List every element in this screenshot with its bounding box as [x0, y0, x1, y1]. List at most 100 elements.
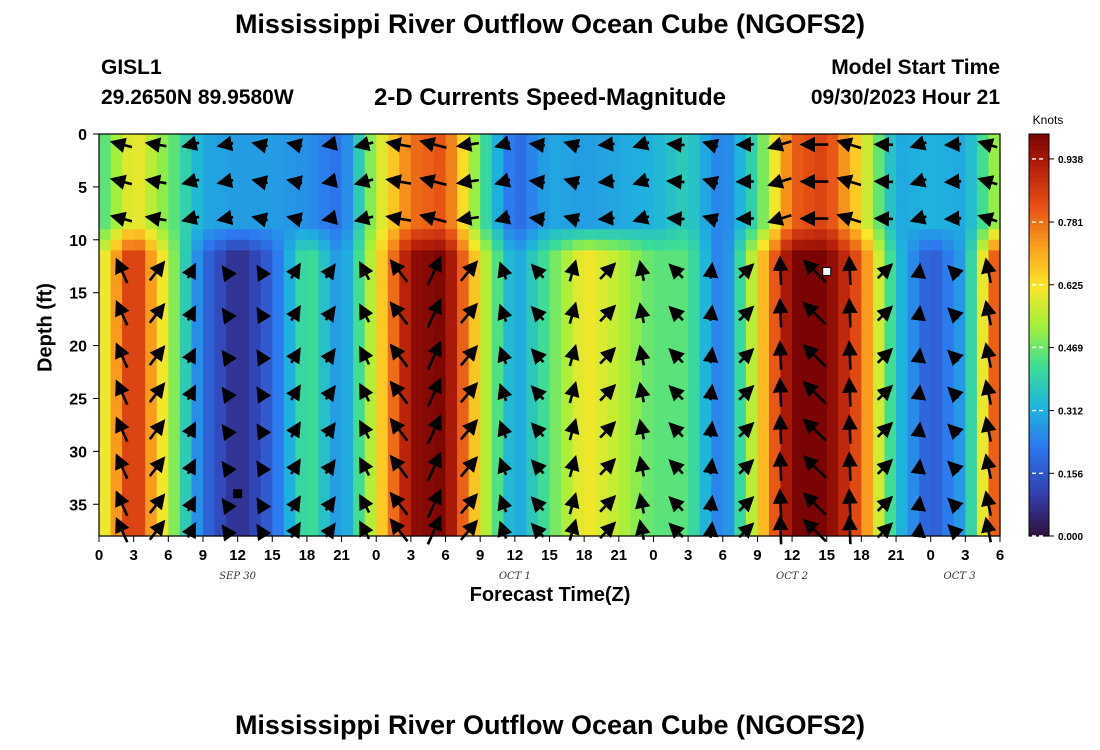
heatmap-cell	[330, 377, 343, 389]
heatmap-cell	[145, 335, 158, 347]
y-tick-label: 0	[78, 127, 87, 144]
heatmap-cell	[214, 186, 227, 199]
heatmap-cell	[156, 229, 169, 241]
heatmap-cell	[491, 356, 504, 368]
heatmap-cell	[214, 324, 227, 336]
heatmap-cell	[399, 493, 412, 505]
heatmap-cell	[953, 239, 966, 251]
heatmap-cell	[653, 239, 666, 251]
heatmap-cell	[734, 186, 747, 199]
heatmap-cell	[353, 324, 366, 336]
heatmap-cell	[202, 472, 216, 484]
heatmap-cell	[249, 430, 262, 442]
heatmap-cell	[191, 409, 204, 421]
heatmap-cell	[122, 483, 135, 495]
heatmap-cell	[503, 514, 516, 527]
heatmap-cell	[422, 313, 435, 326]
heatmap-cell	[641, 504, 655, 516]
heatmap-cell	[237, 218, 250, 230]
colorbar-swatch	[1029, 162, 1049, 167]
heatmap-cell	[410, 313, 424, 326]
heatmap-cell	[896, 345, 909, 357]
heatmap-cell	[688, 472, 701, 484]
heatmap-cell	[722, 229, 735, 241]
heatmap-cell	[99, 313, 112, 326]
heatmap-cell	[584, 260, 597, 273]
heatmap-cell	[780, 472, 793, 484]
heatmap-cell	[780, 387, 793, 400]
heatmap-cell	[179, 483, 193, 495]
heatmap-cell	[318, 493, 331, 505]
heatmap-cell	[607, 313, 620, 326]
heatmap-cell	[896, 292, 909, 304]
heatmap-cell	[226, 303, 239, 315]
heatmap-cell	[988, 292, 1001, 304]
heatmap-cell	[168, 345, 181, 357]
heatmap-cell	[480, 451, 493, 463]
heatmap-cell	[480, 250, 493, 262]
current-arrow	[564, 343, 580, 367]
heatmap-cell	[607, 197, 620, 209]
heatmap-cell	[387, 282, 400, 294]
heatmap-cell	[942, 186, 955, 199]
heatmap-cell	[792, 134, 805, 146]
heatmap-cell	[699, 335, 712, 347]
heatmap-cell	[295, 504, 308, 516]
heatmap-cell	[699, 197, 712, 209]
heatmap-cell	[942, 430, 955, 442]
current-arrow	[772, 340, 789, 370]
heatmap-cell	[272, 176, 285, 188]
current-arrow	[418, 174, 447, 190]
heatmap-cell	[688, 345, 701, 357]
heatmap-cell	[202, 144, 216, 156]
heatmap-cell	[526, 398, 539, 410]
heatmap-cell	[607, 218, 620, 230]
heatmap-cell	[699, 409, 712, 421]
colorbar-swatch	[1029, 423, 1049, 429]
heatmap-cell	[803, 218, 816, 230]
current-arrow	[320, 347, 336, 366]
heatmap-cell	[387, 504, 400, 516]
heatmap-cell	[168, 282, 181, 294]
current-arrow	[563, 175, 581, 191]
x-tick-label: 0	[95, 547, 103, 564]
heatmap-cell	[330, 218, 343, 230]
heatmap-cell	[930, 472, 943, 484]
heatmap-cell	[330, 260, 343, 273]
heatmap-cell	[306, 134, 320, 146]
heatmap-cell	[168, 144, 181, 156]
heatmap-cell	[318, 239, 331, 251]
heatmap-cell	[260, 335, 273, 347]
heatmap-cell	[907, 260, 920, 273]
heatmap-cell	[237, 504, 250, 516]
heatmap-cell	[168, 250, 181, 262]
current-arrow	[455, 173, 479, 189]
heatmap-cell	[399, 197, 412, 209]
heatmap-cell	[849, 493, 862, 505]
heatmap-cell	[930, 377, 943, 389]
heatmap-cell	[318, 419, 331, 431]
x-tick-label: 12	[784, 547, 801, 564]
heatmap-cell	[722, 409, 735, 421]
heatmap-cell	[976, 335, 990, 347]
heatmap-cell	[884, 324, 897, 336]
heatmap-cell	[792, 250, 805, 262]
current-arrow	[320, 305, 336, 323]
heatmap-cell	[514, 208, 527, 220]
heatmap-cell	[872, 229, 886, 241]
heatmap-cell	[572, 229, 585, 241]
x-tick-label: 9	[753, 547, 761, 564]
heatmap-cell	[630, 335, 643, 347]
heatmap-cell	[722, 419, 735, 431]
heatmap-cell	[653, 345, 666, 357]
heatmap-cell	[260, 260, 273, 273]
heatmap-cell	[179, 398, 193, 410]
colorbar-swatch	[1029, 238, 1049, 244]
heatmap-cell	[376, 440, 389, 452]
heatmap-cell	[780, 504, 793, 516]
heatmap-cell	[838, 239, 851, 251]
heatmap-cell	[896, 155, 909, 167]
heatmap-cell	[295, 345, 308, 357]
heatmap-cell	[803, 504, 816, 516]
heatmap-cell	[572, 292, 585, 304]
